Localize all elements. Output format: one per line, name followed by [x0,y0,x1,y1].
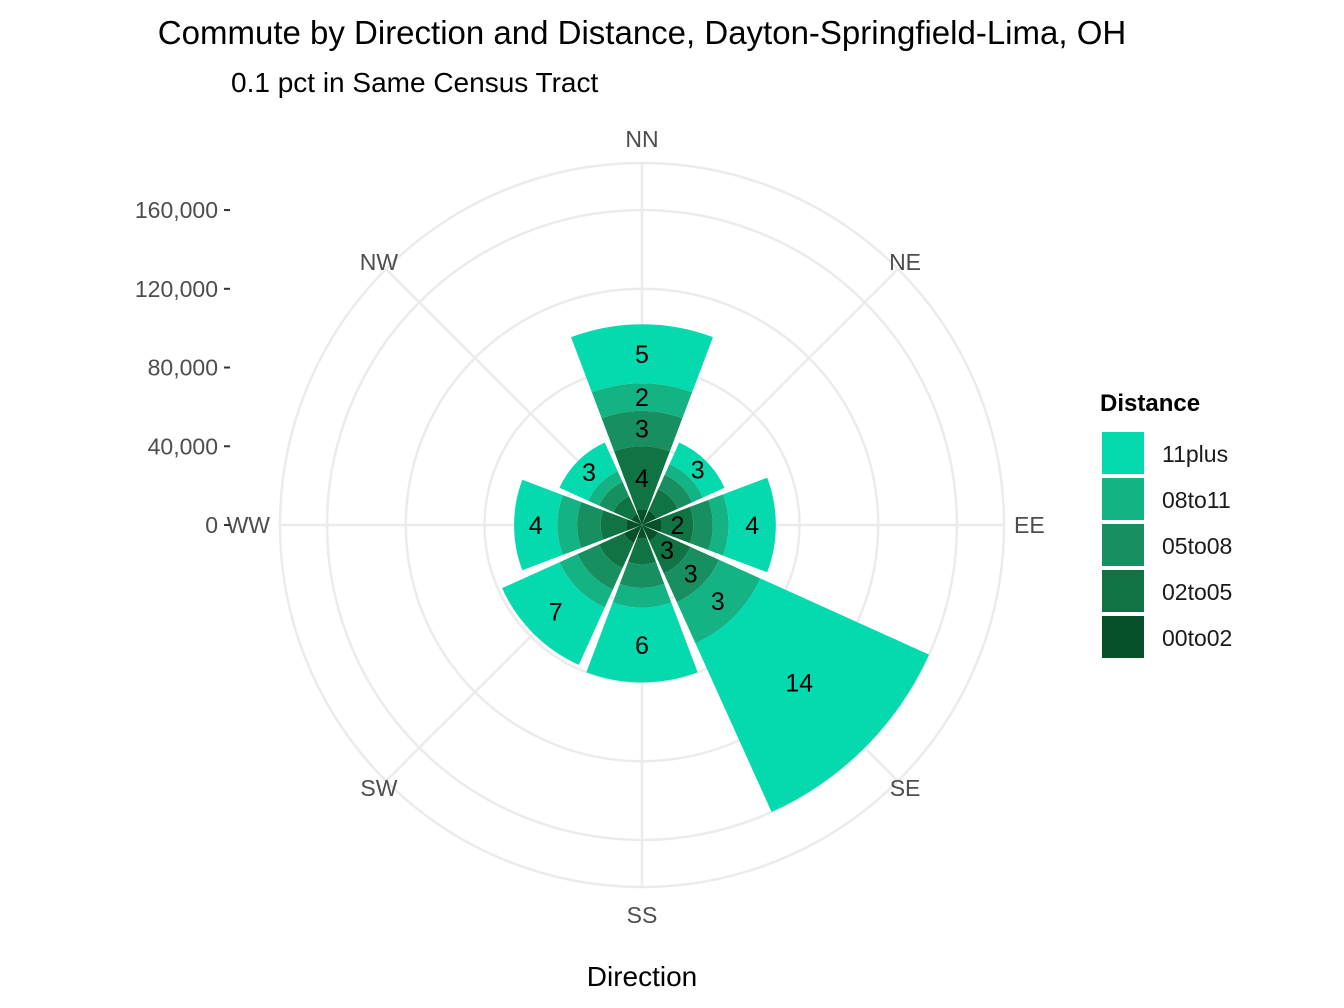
bar-ne-11plus [669,442,725,498]
direction-label-ne: NE [889,249,921,275]
bar-nw-11plus [559,442,618,501]
direction-label-sw: SW [360,775,397,801]
bar-label-nn-11plus: 5 [635,341,649,369]
bar-label-nn-08to11: 2 [635,384,649,412]
bar-se-00to02 [642,525,659,542]
bar-label-ee-02to05: 2 [670,512,684,540]
bar-ss-00to02 [637,525,647,539]
bar-nn-08to11 [591,383,693,419]
bar-ee-05to08 [689,499,713,551]
bar-label-ss-11plus: 6 [635,632,649,660]
bar-ne-00to02 [642,510,657,525]
direction-label-ww: WW [227,512,271,538]
legend-label-11plus: 11plus [1162,441,1228,467]
bar-label-se-08to11: 3 [711,588,725,616]
bar-ss-11plus [586,602,698,683]
bar-nw-02to05 [613,496,638,521]
y-tick-label-4: 160,000 [135,197,218,223]
chart-title: Commute by Direction and Distance, Dayto… [158,14,1126,51]
bar-ww-11plus [514,479,563,571]
direction-labels: NN NE EE SE SS SW WW NW [227,126,1045,928]
bar-sw-02to05 [598,533,634,569]
y-tick-label-3: 120,000 [135,276,218,302]
bar-label-nw-11plus: 3 [582,459,596,487]
legend-label-08to11: 08to11 [1162,487,1231,513]
legend-label-00to02: 00to02 [1162,625,1232,651]
legend-title: Distance [1100,390,1200,417]
legend: Distance 11plus 08to11 05to08 02to05 00to02 [1100,390,1232,658]
direction-label-se: SE [890,775,921,801]
bar-sw-05to08 [577,544,623,590]
direction-label-ss: SS [627,902,658,928]
bar-se-11plus [695,578,930,813]
y-axis: 0 40,000 80,000 120,000 160,000 [135,197,230,538]
bar-ww-05to08 [577,502,604,548]
bar-label-ee-11plus: 4 [745,512,759,540]
direction-label-ee: EE [1014,512,1045,538]
bar-label-se-11plus: 14 [785,669,813,697]
bar-se-02to05 [649,532,691,574]
y-tick-label-1: 40,000 [148,433,218,459]
legend-swatch-11plus [1102,432,1144,474]
bar-label-sw-11plus: 7 [549,598,563,626]
bar-ne-05to08 [658,474,693,509]
bar-label-ww-11plus: 4 [529,512,543,540]
bar-ne-08to11 [664,464,703,503]
direction-label-nn: NN [625,126,658,152]
bar-ww-00to02 [626,519,642,531]
bar-ss-02to05 [628,537,656,565]
bar-ww-08to11 [557,495,582,555]
legend-swatch-00to02 [1102,616,1144,658]
stacked-bars [502,324,930,813]
legend-items: 11plus 08to11 05to08 02to05 00to02 [1102,432,1232,658]
bar-ne-02to05 [648,489,678,519]
bar-ss-05to08 [619,561,665,588]
bar-ww-02to05 [600,510,628,540]
bar-ee-11plus [723,477,776,573]
bar-nw-05to08 [598,481,630,513]
chart-subtitle: 0.1 pct in Same Census Tract [231,67,599,98]
bar-ss-08to11 [612,583,672,608]
legend-swatch-02to05 [1102,570,1144,612]
bar-label-ne-11plus: 3 [691,456,705,484]
x-axis-title: Direction [587,961,697,992]
bar-sw-08to11 [559,554,613,608]
bar-nw-00to02 [631,514,642,525]
y-tick-label-2: 80,000 [148,355,218,381]
legend-label-05to08: 05to08 [1162,533,1232,559]
bar-nn-00to02 [636,509,648,525]
bar-nn-05to08 [601,410,683,452]
bar-label-se-02to05: 3 [660,537,674,565]
bar-sw-11plus [502,562,605,665]
bar-se-05to08 [663,546,720,603]
bar-sw-00to02 [624,525,642,543]
bar-nn-11plus [571,324,713,393]
legend-label-02to05: 02to05 [1162,579,1232,605]
bar-ee-08to11 [708,494,729,556]
legend-swatch-08to11 [1102,478,1144,520]
bar-se-08to11 [676,559,761,644]
bar-nn-02to05 [614,446,670,511]
bar-label-nn-02to05: 4 [635,465,649,493]
legend-swatch-05to08 [1102,524,1144,566]
direction-label-nw: NW [360,249,399,275]
bar-ee-02to05 [660,506,694,544]
bar-nw-08to11 [588,471,623,506]
bar-label-se-05to08: 3 [684,561,698,589]
bar-label-nn-05to08: 3 [635,416,649,444]
y-tick-label-0: 0 [205,512,218,538]
bar-ee-00to02 [642,518,662,532]
